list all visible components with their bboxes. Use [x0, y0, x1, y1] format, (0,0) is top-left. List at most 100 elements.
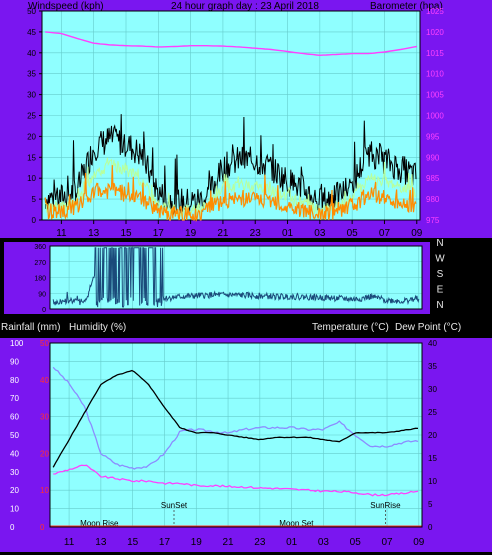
time-tick-label: 03 [314, 228, 326, 239]
windspeed-axis-label: Windspeed (kph) [28, 1, 104, 12]
barometer-tick-label: 1010 [426, 70, 444, 79]
barometer-tick-label: 1015 [426, 49, 444, 58]
time-tick-label: 03 [318, 537, 330, 548]
wind-average-line [44, 165, 417, 223]
direction-letter-label: N [436, 238, 443, 249]
wind-gust-line [44, 114, 417, 216]
time-tick-label: 13 [88, 228, 100, 239]
direction-tick-label: 180 [34, 276, 46, 283]
direction-tick-label: 90 [38, 291, 46, 298]
temperature-tick-label: 15 [428, 454, 437, 463]
moon-rise-label: Moon Rise [80, 519, 119, 528]
humidity-tick-label: 30 [10, 468, 19, 477]
wind-plot-border [41, 10, 421, 221]
windspeed-tick-label: 10 [27, 174, 36, 183]
time-tick-label: 19 [191, 537, 203, 548]
time-tick-label: 07 [379, 228, 391, 239]
time-tick-label: 23 [254, 537, 266, 548]
rainfall-tick-label: 10 [40, 486, 49, 495]
time-tick-label: 09 [411, 228, 423, 239]
direction-letter-label: S [437, 269, 444, 280]
humidity-tick-label: 50 [10, 431, 19, 440]
temperature-tick-label: 0 [428, 523, 433, 532]
direction-tick-label: 360 [34, 244, 46, 251]
humidity-tick-label: 0 [10, 523, 15, 532]
humidity-tick-label: 70 [10, 394, 19, 403]
windspeed-tick-label: 5 [32, 195, 37, 204]
humidity-tick-label: 100 [10, 339, 24, 348]
time-tick-label: 07 [381, 537, 393, 548]
time-tick-label: 05 [350, 537, 362, 548]
windspeed-tick-label: 25 [27, 112, 36, 121]
humidity-tick-label: 20 [10, 486, 19, 495]
humidity-tick-label: 90 [10, 357, 19, 366]
wind-direction-line [52, 247, 420, 308]
time-tick-label: 19 [185, 228, 197, 239]
humidity-line [52, 366, 419, 470]
wind-light-line [44, 157, 417, 218]
humidity-axis-label: Humidity (%) [69, 322, 127, 333]
windspeed-tick-label: 40 [27, 49, 36, 58]
direction-plot-border [49, 245, 423, 310]
barometer-tick-label: 990 [426, 153, 440, 162]
moon-set-label: Moon Set [279, 519, 314, 528]
dew-point-line [53, 464, 419, 497]
time-tick-label: 21 [222, 537, 234, 548]
barometer-tick-label: 980 [426, 195, 440, 204]
windspeed-tick-label: 30 [27, 91, 36, 100]
rainfall-tick-label: 40 [40, 376, 49, 385]
humidity-tick-label: 60 [10, 413, 19, 422]
sunrise-label: SunRise [370, 501, 401, 510]
temperature-line [52, 369, 419, 468]
time-tick-label: 15 [127, 537, 139, 548]
windspeed-tick-label: 50 [27, 7, 36, 16]
temperature-tick-label: 20 [428, 431, 437, 440]
direction-tick-label: 270 [34, 260, 46, 267]
time-tick-label: 05 [347, 228, 359, 239]
temp-plot-border [49, 342, 423, 528]
windspeed-tick-label: 15 [27, 153, 36, 162]
rainfall-tick-label: 0 [40, 523, 45, 532]
barometer-tick-label: 1005 [426, 91, 444, 100]
temperature-tick-label: 10 [428, 477, 437, 486]
humidity-tick-label: 10 [10, 505, 19, 514]
dew-point-axis-label: Dew Point (°C) [395, 322, 462, 333]
rainfall-tick-label: 30 [40, 413, 49, 422]
windspeed-tick-label: 20 [27, 132, 36, 141]
temperature-tick-label: 25 [428, 408, 437, 417]
direction-letter-label: W [435, 254, 445, 265]
barometer-line [45, 31, 417, 57]
time-tick-label: 17 [159, 537, 171, 548]
rainfall-tick-label: 20 [40, 449, 49, 458]
barometer-tick-label: 1000 [426, 112, 444, 121]
direction-letter-label: E [437, 285, 444, 296]
temperature-tick-label: 5 [428, 500, 433, 509]
time-tick-label: 23 [250, 228, 262, 239]
time-tick-label: 11 [56, 228, 67, 239]
temperature-tick-label: 35 [428, 362, 437, 371]
humidity-tick-label: 80 [10, 376, 19, 385]
time-tick-label: 17 [153, 228, 165, 239]
windspeed-tick-label: 35 [27, 70, 36, 79]
barometer-axis-label: Barometer (hpa) [370, 1, 443, 12]
sunset-label: SunSet [161, 501, 188, 510]
temperature-tick-label: 30 [428, 385, 437, 394]
rainfall-tick-label: 50 [40, 339, 49, 348]
time-tick-label: 01 [282, 228, 294, 239]
temperature-axis-label: Temperature (°C) [312, 322, 389, 333]
time-tick-label: 09 [413, 537, 425, 548]
time-tick-label: 01 [286, 537, 298, 548]
barometer-tick-label: 975 [426, 216, 440, 225]
rainfall-axis-label: Rainfall (mm) [1, 322, 61, 333]
time-tick-label: 13 [95, 537, 107, 548]
temperature-tick-label: 40 [428, 339, 437, 348]
time-tick-label: 15 [120, 228, 132, 239]
time-tick-label: 11 [64, 537, 75, 548]
windspeed-tick-label: 0 [32, 216, 37, 225]
barometer-tick-label: 1020 [426, 28, 444, 37]
barometer-tick-label: 985 [426, 174, 440, 183]
barometer-tick-label: 1025 [426, 7, 444, 16]
direction-tick-label: 0 [42, 307, 46, 314]
